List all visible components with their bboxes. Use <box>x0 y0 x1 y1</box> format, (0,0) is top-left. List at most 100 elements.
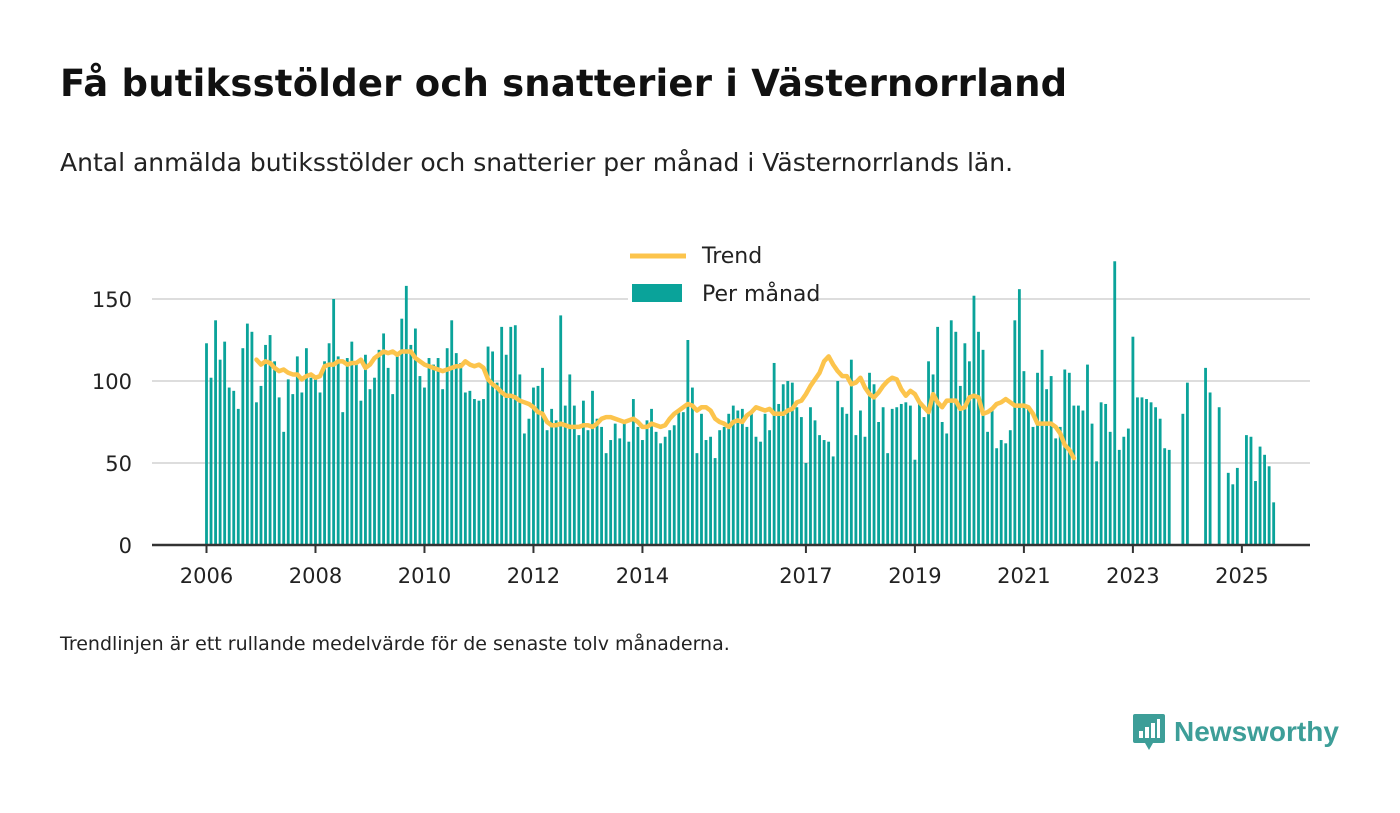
bar <box>245 323 249 545</box>
bar <box>681 412 685 545</box>
bar <box>1181 413 1185 545</box>
bar <box>713 458 717 545</box>
bar <box>586 430 590 545</box>
bar <box>768 430 772 545</box>
bar <box>840 407 844 545</box>
bar <box>949 320 953 545</box>
bar <box>700 413 703 545</box>
trend-line <box>254 349 1077 461</box>
bar <box>318 392 322 545</box>
bar <box>218 359 222 545</box>
bar <box>790 382 794 545</box>
bar <box>436 358 440 545</box>
bar <box>872 384 876 545</box>
bar <box>604 453 608 545</box>
bar <box>595 418 599 545</box>
bar <box>382 333 386 545</box>
bar <box>1072 405 1076 545</box>
bar <box>890 408 894 545</box>
chart-title: Få butiksstölder och snatterier i Väster… <box>60 62 1068 105</box>
bar <box>495 382 499 545</box>
bar <box>1163 448 1167 545</box>
bar <box>504 354 508 545</box>
bar <box>486 346 490 545</box>
bar <box>341 412 345 545</box>
bar <box>690 387 694 545</box>
bar-chart: 0 50 100 150 2006 2008 2010 2012 2014 2017 2019 202… <box>92 244 1310 588</box>
bar <box>618 438 622 545</box>
bar <box>722 426 726 545</box>
bar <box>836 381 840 545</box>
bar <box>509 326 513 545</box>
bar <box>591 390 594 545</box>
bar <box>332 299 336 545</box>
bar <box>818 435 821 545</box>
chart-subtitle: Antal anmälda butiksstölder och snatteri… <box>60 148 1014 177</box>
bar <box>1272 502 1276 545</box>
bar <box>799 417 803 545</box>
bar <box>568 374 572 545</box>
bar <box>727 413 731 545</box>
bar <box>899 403 903 545</box>
bar <box>677 410 681 545</box>
bar <box>968 361 971 545</box>
bar <box>1122 436 1126 545</box>
bar <box>541 367 544 545</box>
bar <box>454 353 458 545</box>
bar <box>232 390 236 545</box>
bar <box>940 422 944 545</box>
x-tick-label-2008: 2008 <box>289 564 342 588</box>
x-tick-label-2010: 2010 <box>398 564 451 588</box>
bar <box>473 399 476 545</box>
bar <box>736 410 740 545</box>
bar <box>1231 484 1235 545</box>
x-tick-label-2012: 2012 <box>507 564 560 588</box>
bar <box>772 362 776 545</box>
bar <box>913 459 917 545</box>
bar <box>563 405 567 545</box>
bar <box>945 433 949 545</box>
bar <box>309 377 313 545</box>
bar <box>759 441 762 545</box>
bar <box>1027 407 1030 545</box>
bar <box>286 379 290 545</box>
bar <box>1267 466 1271 545</box>
bar <box>1185 382 1189 545</box>
bar <box>859 410 862 545</box>
bar <box>1245 435 1248 545</box>
bar <box>1235 467 1239 545</box>
bar <box>1004 443 1008 545</box>
bar <box>300 392 304 545</box>
bar <box>1226 472 1230 545</box>
bar <box>518 374 522 545</box>
bar <box>259 385 263 545</box>
bar <box>304 348 308 545</box>
bar <box>999 440 1003 545</box>
bar <box>795 407 799 545</box>
bar <box>536 385 540 545</box>
bar <box>654 431 658 545</box>
bar <box>1217 407 1221 545</box>
bar <box>1017 289 1021 545</box>
bar <box>532 387 535 545</box>
bar <box>627 441 631 545</box>
bar <box>886 453 890 545</box>
bar <box>1108 431 1112 545</box>
bar <box>241 348 245 545</box>
bar <box>323 361 326 545</box>
bar <box>1249 436 1253 545</box>
bar <box>1031 426 1035 545</box>
bar <box>282 431 286 545</box>
bar <box>513 325 517 545</box>
bar <box>1099 402 1103 545</box>
bar <box>373 377 376 545</box>
bar <box>273 361 277 545</box>
brand[interactable]: Newsworthy <box>1132 712 1339 752</box>
bar <box>904 402 908 545</box>
footnote: Trendlinjen är ett rullande medelvärde f… <box>60 633 730 655</box>
bar <box>214 320 217 545</box>
bar <box>822 440 826 545</box>
bar <box>1058 426 1062 545</box>
bar <box>645 420 649 545</box>
bar <box>264 344 267 545</box>
